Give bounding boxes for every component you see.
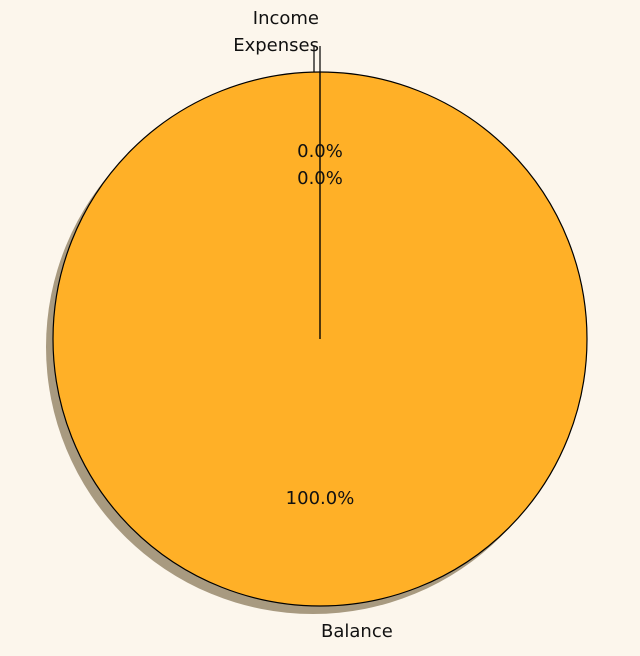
pie-labels: Income 0.0% Expenses 0.0% Balance 100.0% — [233, 8, 393, 642]
percent-label-expenses: 0.0% — [297, 168, 343, 189]
pie-slices — [52, 46, 588, 607]
percent-label-income: 0.0% — [297, 141, 343, 162]
label-income: Income — [253, 8, 319, 29]
percent-label-balance: 100.0% — [286, 488, 355, 509]
label-balance: Balance — [321, 621, 393, 642]
label-expenses: Expenses — [233, 35, 319, 56]
